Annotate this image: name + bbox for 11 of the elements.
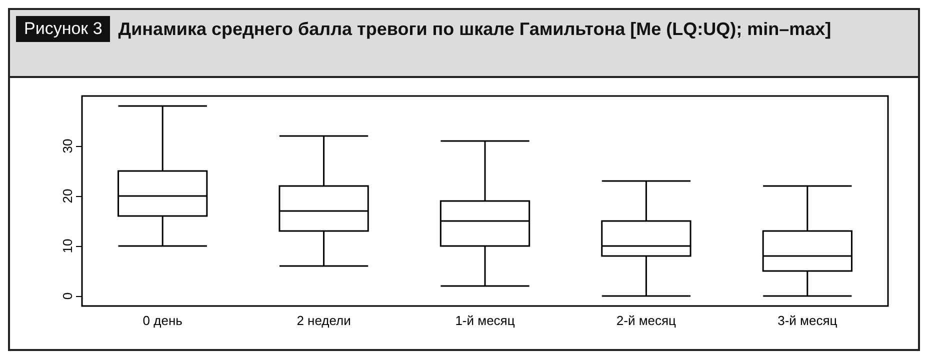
text: Рисунок 3 <box>16 16 110 42</box>
x-tick-label: 2 недели <box>296 313 351 328</box>
chart-title: Динамика среднего балла тревоги по шкале Гамильтона [Me (LQ:UQ); min–max] <box>118 18 832 41</box>
y-tick-label: 10 <box>60 238 75 254</box>
x-tick-label: 1-й месяц <box>455 313 516 328</box>
x-tick-label: 3-й месяц <box>778 313 838 328</box>
y-tick-label: 30 <box>60 138 75 154</box>
x-tick-label: 2-й месяц <box>616 313 677 328</box>
x-tick-label: 0 день <box>142 313 183 328</box>
y-tick-label: 20 <box>60 188 75 204</box>
y-tick-label: 0 <box>60 292 75 300</box>
